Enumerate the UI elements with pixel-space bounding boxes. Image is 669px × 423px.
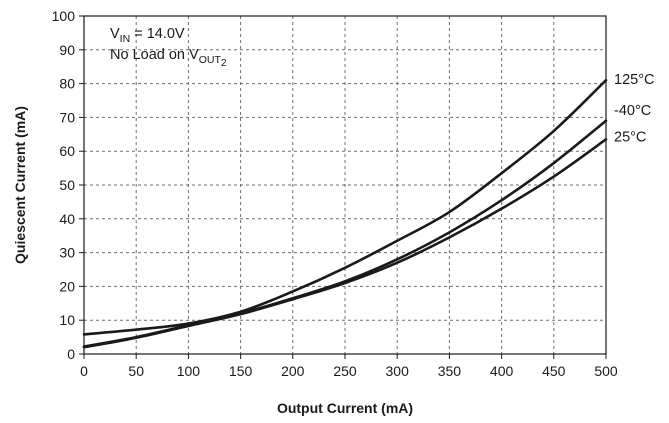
y-tick-label: 40	[59, 211, 75, 227]
x-tick-label: 300	[386, 363, 410, 379]
y-tick-label: 80	[59, 76, 75, 92]
y-axis-title: Quiescent Current (mA)	[12, 106, 28, 264]
series-lines: 125°C -40°C 25°C	[82, 72, 654, 349]
y-tick-label: 90	[59, 42, 75, 58]
series-label: 125°C	[614, 72, 654, 88]
vin-annotation: VIN = 14.0V	[110, 26, 185, 45]
x-tick-label: 500	[594, 363, 618, 379]
series-label: -40°C	[614, 103, 651, 119]
x-tick-label: 100	[177, 363, 201, 379]
y-tick-label: 100	[52, 8, 76, 24]
x-tick-label: 50	[128, 363, 144, 379]
series-line	[82, 138, 608, 349]
load-annotation: No Load on VOUT2	[110, 47, 227, 69]
y-tick-label: 60	[59, 143, 75, 159]
x-axis-title: Output Current (mA)	[277, 400, 413, 416]
y-tick-label: 70	[59, 109, 75, 125]
y-tick-label: 10	[59, 312, 75, 328]
y-tick-label: 20	[59, 278, 75, 294]
series-line	[82, 78, 608, 336]
x-tick-label: 0	[80, 363, 88, 379]
grid-lines	[84, 16, 606, 354]
y-tick-label: 0	[67, 346, 75, 362]
x-tick-label: 450	[542, 363, 566, 379]
series-label: 25°C	[614, 129, 646, 145]
x-tick-label: 400	[490, 363, 514, 379]
x-tick-label: 350	[438, 363, 462, 379]
x-tick-label: 200	[281, 363, 305, 379]
axis-ticks: 0 50 100 150 200 250 300 350 400 450 500 0 10 20 30 40 5…	[52, 8, 618, 379]
y-tick-label: 30	[59, 245, 75, 261]
x-tick-label: 150	[229, 363, 253, 379]
y-tick-label: 50	[59, 177, 75, 193]
x-tick-label: 250	[333, 363, 357, 379]
